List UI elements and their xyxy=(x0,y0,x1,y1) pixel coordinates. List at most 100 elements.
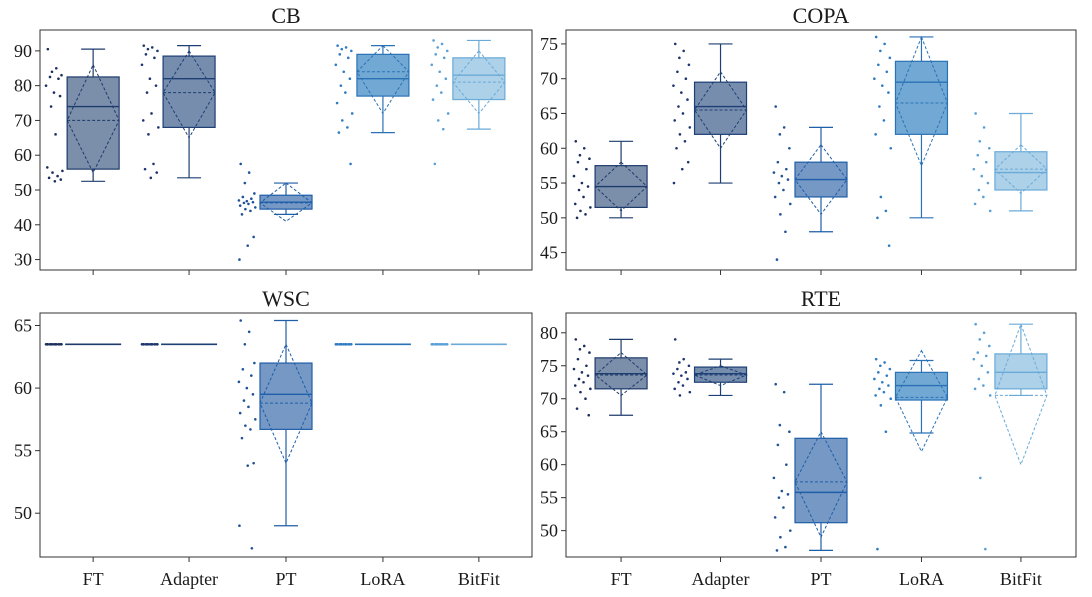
data-point xyxy=(575,407,579,410)
mean-diamond xyxy=(994,144,1048,195)
data-point xyxy=(338,53,342,56)
data-point xyxy=(775,549,779,552)
data-point xyxy=(576,160,580,164)
data-point xyxy=(348,77,352,80)
y-tick-label: 55 xyxy=(540,488,558,508)
data-point xyxy=(149,176,153,180)
y-tick-label: 65 xyxy=(540,103,558,123)
box-body xyxy=(259,362,313,430)
y-tick-label: 90 xyxy=(14,41,32,61)
data-point xyxy=(56,174,59,178)
data-point xyxy=(887,244,891,247)
data-point xyxy=(682,49,685,53)
data-point xyxy=(246,244,250,247)
data-point xyxy=(984,354,988,358)
data-point xyxy=(246,464,250,467)
data-point xyxy=(249,428,252,431)
data-point xyxy=(879,195,883,199)
data-point xyxy=(253,192,256,195)
data-point xyxy=(585,167,588,171)
data-point xyxy=(579,390,582,394)
mean-diamond xyxy=(452,50,506,115)
data-point xyxy=(344,91,347,94)
data-point xyxy=(349,162,352,166)
mean-diamond xyxy=(356,44,410,115)
data-point xyxy=(977,377,981,381)
data-point xyxy=(678,394,682,397)
data-point xyxy=(672,372,675,375)
data-point xyxy=(441,127,445,131)
data-point xyxy=(45,342,49,346)
data-point xyxy=(782,506,785,509)
data-point xyxy=(440,91,443,94)
data-point xyxy=(675,146,678,150)
box-adapter xyxy=(140,342,218,346)
data-point xyxy=(253,206,257,209)
data-point xyxy=(874,357,878,361)
data-point xyxy=(49,105,53,108)
data-point xyxy=(876,547,879,551)
box-pt xyxy=(237,319,313,550)
data-point xyxy=(779,535,782,539)
data-point xyxy=(974,322,977,326)
data-point xyxy=(431,342,435,346)
data-point xyxy=(673,338,677,341)
data-point xyxy=(61,169,64,173)
mean-diamond xyxy=(259,182,313,222)
data-point xyxy=(578,153,582,157)
data-point xyxy=(57,77,60,80)
data-point xyxy=(579,209,582,213)
data-point xyxy=(252,235,255,239)
data-point xyxy=(788,202,792,206)
data-point xyxy=(973,387,977,391)
data-point xyxy=(680,167,684,171)
y-tick-label: 50 xyxy=(540,521,558,541)
data-point xyxy=(980,174,984,178)
x-tick-label: LoRA xyxy=(899,569,944,589)
box-ft xyxy=(44,47,120,183)
data-point xyxy=(350,112,354,115)
data-point xyxy=(432,39,435,42)
panel-cb: CB 30 40 50 60 70 80 90 xyxy=(14,3,533,275)
box-body xyxy=(994,353,1048,390)
data-point xyxy=(677,105,680,108)
x-tick-label: FT xyxy=(83,569,104,589)
data-point xyxy=(238,524,241,528)
data-point xyxy=(334,63,338,67)
data-point xyxy=(776,160,780,164)
x-tick-label: PT xyxy=(275,569,296,589)
data-point xyxy=(150,112,153,115)
data-point xyxy=(882,390,886,394)
data-point xyxy=(774,382,777,386)
panel-copa: COPA 45 50 55 60 65 70 75 xyxy=(540,3,1077,275)
data-point xyxy=(678,133,682,136)
data-point xyxy=(154,342,158,346)
y-tick-label: 65 xyxy=(14,316,32,336)
data-point xyxy=(342,70,346,74)
box-body xyxy=(66,76,120,170)
data-point xyxy=(442,56,446,60)
data-point xyxy=(436,46,440,49)
data-point xyxy=(672,181,676,185)
data-point xyxy=(782,188,785,192)
box-bitfit xyxy=(972,322,1048,551)
box-pt xyxy=(772,382,848,552)
data-point xyxy=(976,351,980,354)
data-point xyxy=(578,347,582,351)
data-point xyxy=(772,476,776,480)
mean-diamond xyxy=(693,70,748,150)
data-point xyxy=(48,75,52,79)
data-point xyxy=(336,44,339,47)
data-point xyxy=(588,157,591,160)
data-point xyxy=(580,181,584,185)
data-point xyxy=(445,49,449,53)
data-point xyxy=(777,181,781,185)
data-point xyxy=(775,258,779,261)
data-point xyxy=(884,209,888,213)
data-point xyxy=(251,200,255,204)
data-point xyxy=(678,361,681,364)
data-point xyxy=(577,188,581,192)
data-point xyxy=(575,216,579,220)
box-adapter xyxy=(140,44,216,180)
box-lora xyxy=(334,44,410,166)
